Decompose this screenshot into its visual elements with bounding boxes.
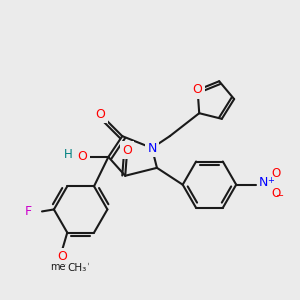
Text: +: +: [267, 176, 274, 185]
Text: O: O: [95, 108, 105, 121]
Text: O: O: [271, 187, 280, 200]
Text: O: O: [57, 250, 67, 263]
Text: O: O: [122, 143, 132, 157]
Text: methyl?: methyl?: [51, 262, 90, 272]
Text: H: H: [64, 148, 73, 161]
Text: O: O: [78, 150, 88, 164]
Text: O: O: [271, 167, 280, 180]
Text: −: −: [276, 190, 284, 201]
Text: F: F: [25, 205, 32, 218]
Text: CH₃: CH₃: [67, 263, 86, 273]
Text: N: N: [147, 142, 157, 154]
Text: N: N: [259, 176, 268, 189]
Text: O: O: [193, 83, 202, 97]
